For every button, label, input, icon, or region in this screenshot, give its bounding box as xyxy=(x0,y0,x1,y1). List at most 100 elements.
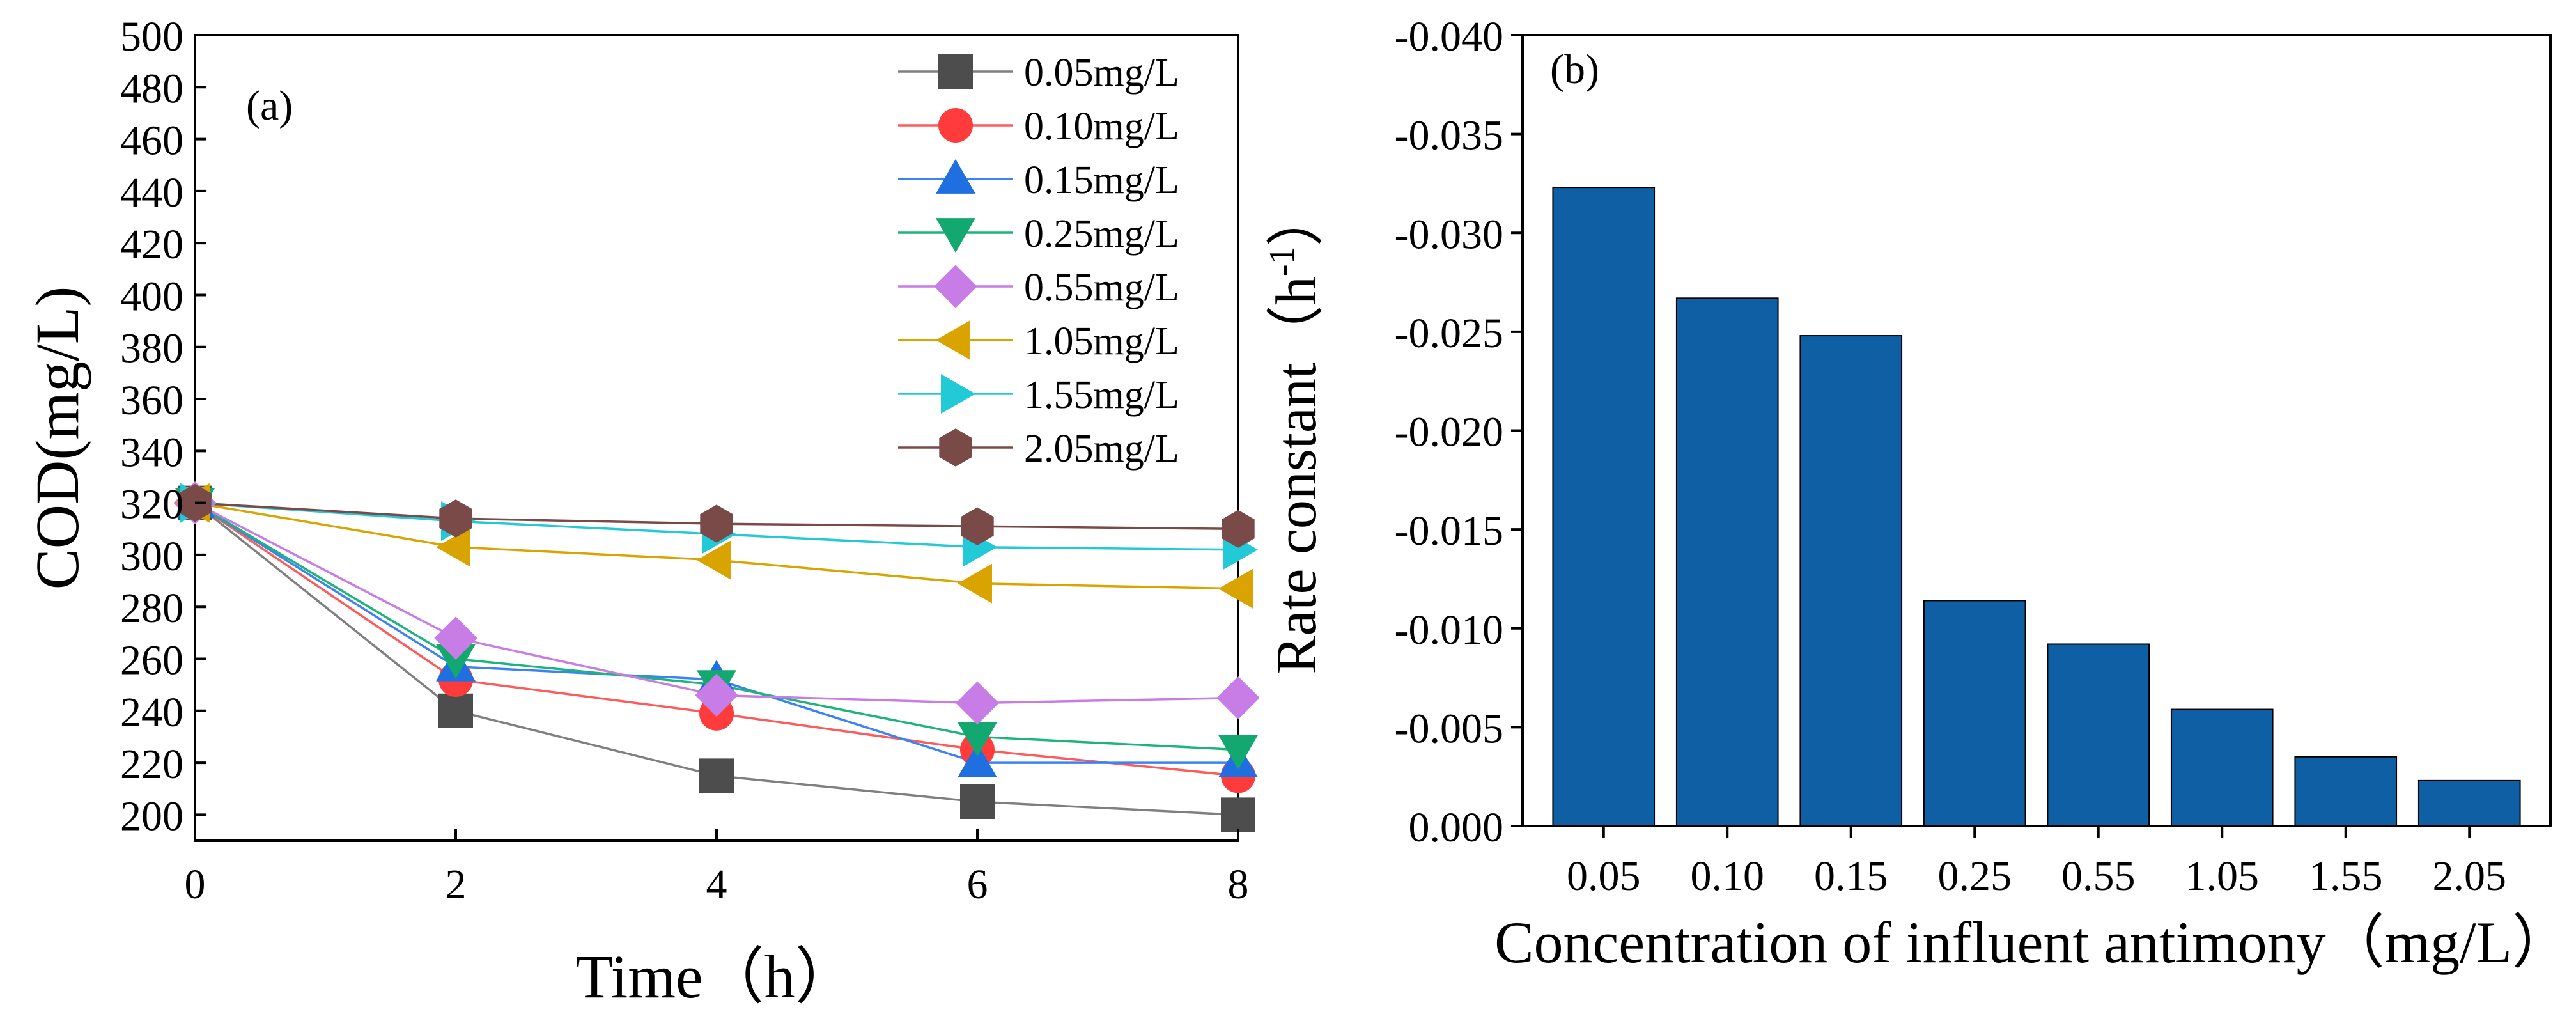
legend-marker xyxy=(934,265,977,308)
panel-b-bar-chart: 0.000 -0.005 -0.010 -0.015 -0.020 -0.025 -0.03… xyxy=(1262,13,2571,975)
y-tick-label: 500 xyxy=(120,13,183,60)
data-point xyxy=(1218,735,1258,770)
y-tick-label: -0.020 xyxy=(1395,409,1503,456)
legend-marker xyxy=(941,374,975,414)
y-tick-label: -0.015 xyxy=(1395,508,1503,554)
legend-label: 0.05mg/L xyxy=(1024,51,1179,95)
panel-a-series-lines xyxy=(194,501,1239,816)
x-tick-label: 0.10 xyxy=(1691,853,1765,900)
bar xyxy=(1923,600,2026,827)
x-tick-label: 0.25 xyxy=(1938,853,2012,900)
y-tick-label: 480 xyxy=(120,65,183,112)
x-tick-label: 0.05 xyxy=(1567,853,1641,900)
y-tick-label: 220 xyxy=(120,741,183,788)
data-point xyxy=(436,527,470,567)
data-point xyxy=(958,743,997,777)
legend-label: 0.15mg/L xyxy=(1024,159,1179,202)
data-point xyxy=(1222,510,1255,548)
x-tick-label: 1.05 xyxy=(2185,853,2260,900)
legend-marker xyxy=(938,108,973,143)
data-point xyxy=(1216,676,1260,720)
data-point xyxy=(960,784,995,819)
panel-a-x-axis-title: Time（h） xyxy=(575,942,856,1011)
data-point xyxy=(439,499,472,538)
bar xyxy=(2417,779,2521,827)
data-point xyxy=(958,563,992,604)
panel-a-line-chart: 200 220 240 260 280 300 320 340 360 380 400 4 2 0 440 4… xyxy=(23,13,1260,1011)
panel-a-label: (a) xyxy=(246,82,293,129)
y-tick-label: -0.030 xyxy=(1395,211,1503,258)
legend-marker xyxy=(939,428,972,467)
legend-label: 1.05mg/L xyxy=(1024,320,1179,363)
legend-label: 0.25mg/L xyxy=(1024,212,1179,256)
panel-b-y-axis-title: Rate constant（h-1） xyxy=(1262,189,1328,674)
y-tick-label: 300 xyxy=(120,533,183,580)
panel-b-y-axis: 0.000 -0.005 -0.010 -0.015 -0.020 -0.025 -0.03… xyxy=(1395,13,1523,851)
x-tick-label: 0 xyxy=(185,861,206,908)
data-point xyxy=(695,673,738,717)
legend-marker xyxy=(936,218,975,253)
y-tick-label: 400 xyxy=(120,273,183,320)
y-tick-label: -0.025 xyxy=(1395,310,1503,357)
data-point xyxy=(961,507,994,545)
y-tick-label: 460 xyxy=(120,118,183,164)
legend-marker xyxy=(936,320,970,360)
data-point xyxy=(1218,568,1253,609)
y-tick-label: 440 xyxy=(120,169,183,216)
data-point xyxy=(1221,797,1255,832)
x-tick-label: 4 xyxy=(706,861,727,908)
x-tick-label: 2 xyxy=(446,861,467,908)
legend-label: 1.55mg/L xyxy=(1024,373,1179,417)
panel-b-x-axis: 0.05 0.10 0.15 0.25 0.55 1.05 1.55 2.05 xyxy=(1567,826,2506,900)
y-tick-label: 260 xyxy=(120,637,183,683)
x-tick-label: 0.15 xyxy=(1814,853,1888,900)
panel-b-bars xyxy=(1552,187,2521,827)
data-point xyxy=(700,504,733,543)
data-point xyxy=(438,693,473,728)
y-tick-label: -0.040 xyxy=(1395,13,1503,60)
panel-a-y-axis-title: COD(mg/L) xyxy=(23,286,91,590)
bar xyxy=(1799,335,1903,827)
panel-b-y-axis-title-close: ） xyxy=(1265,189,1328,246)
panel-b-y-axis-title-main: Rate constant（h xyxy=(1265,276,1328,674)
panel-b-x-axis-title: Concentration of influent antimony（mg/L） xyxy=(1494,910,2571,975)
data-point xyxy=(699,758,734,793)
y-tick-label: 360 xyxy=(120,377,183,424)
bar xyxy=(1552,187,1656,827)
y-tick-label: 280 xyxy=(120,585,183,632)
x-tick-label: 8 xyxy=(1228,861,1249,908)
x-tick-label: 6 xyxy=(967,861,988,908)
y-tick-label: 380 xyxy=(120,325,183,372)
bar xyxy=(2047,643,2150,827)
data-point xyxy=(434,616,477,660)
y-tick-label: 200 xyxy=(120,793,183,839)
panel-b-label: (b) xyxy=(1550,46,1599,93)
panel-a-series-markers xyxy=(173,481,1260,832)
legend-marker xyxy=(936,159,975,194)
panel-a-legend: 0.05mg/L 0.10mg/L 0.15mg/L 0.25mg/L 0.55mg/L… xyxy=(898,51,1179,471)
legend-label: 0.10mg/L xyxy=(1024,105,1179,148)
data-point xyxy=(956,681,999,725)
bar xyxy=(2170,708,2274,827)
y-tick-label: 340 xyxy=(120,429,183,476)
y-tick-label: -0.035 xyxy=(1395,113,1503,159)
y-tick-label: -0.010 xyxy=(1395,607,1503,653)
panel-a-y-axis: 200 220 240 260 280 300 320 340 360 380 400 420 440 4… xyxy=(120,13,206,839)
bar xyxy=(1675,297,1779,827)
data-point xyxy=(436,644,476,679)
panel-a-x-axis: 0 2 4 6 8 xyxy=(185,829,1249,908)
y-tick-label: 320 xyxy=(120,481,183,528)
y-tick-label: -0.005 xyxy=(1395,705,1503,752)
legend-label: 0.55mg/L xyxy=(1024,266,1179,309)
legend-marker xyxy=(938,54,973,89)
y-tick-label: 240 xyxy=(120,689,183,736)
x-tick-label: 1.55 xyxy=(2309,853,2383,900)
x-tick-label: 0.55 xyxy=(2061,853,2136,900)
data-point xyxy=(697,540,731,581)
x-tick-label: 2.05 xyxy=(2433,853,2507,900)
y-tick-label: 0.000 xyxy=(1409,804,1504,851)
bar xyxy=(2294,756,2398,827)
panel-b-y-axis-title-sup: -1 xyxy=(1262,246,1302,276)
data-point xyxy=(958,722,997,757)
